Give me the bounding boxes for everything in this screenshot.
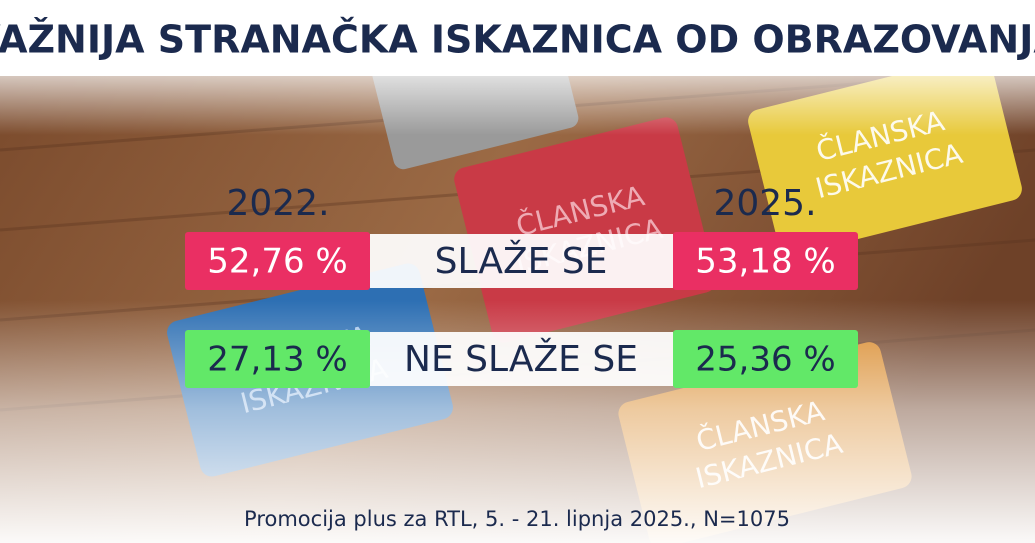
- title-band: [0, 0, 1035, 76]
- row-label-box: [370, 332, 673, 386]
- value-box: [673, 330, 858, 388]
- source: Promocija plus za RTL, 5. - 21. lipnja 2…: [244, 507, 790, 531]
- year-label: 2022.: [226, 183, 329, 224]
- row-label-box: [370, 234, 673, 288]
- value: 27,13 %: [207, 340, 347, 380]
- value-box: [185, 232, 370, 290]
- row-label: NE SLAŽE SE: [404, 338, 638, 380]
- row-label: SLAŽE SE: [435, 240, 608, 282]
- value: 52,76 %: [207, 242, 347, 282]
- table: 2022. 2025. SLAŽE SE 52,76 % 53,18 % NE SLAŽE…: [185, 183, 858, 388]
- title: VAŽNIJA STRANAČKA ISKAZNICA OD OBRAZOVAN…: [0, 18, 1035, 62]
- value: 53,18 %: [695, 242, 835, 282]
- value-box: [673, 232, 858, 290]
- value-box: [185, 330, 370, 388]
- year-label: 2025.: [713, 183, 816, 224]
- top-fade: [0, 75, 1035, 135]
- value: 25,36 %: [695, 340, 835, 380]
